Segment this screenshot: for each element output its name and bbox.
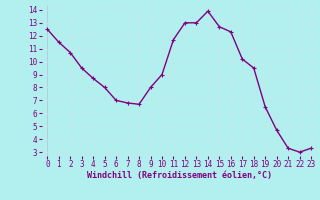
- X-axis label: Windchill (Refroidissement éolien,°C): Windchill (Refroidissement éolien,°C): [87, 171, 272, 180]
